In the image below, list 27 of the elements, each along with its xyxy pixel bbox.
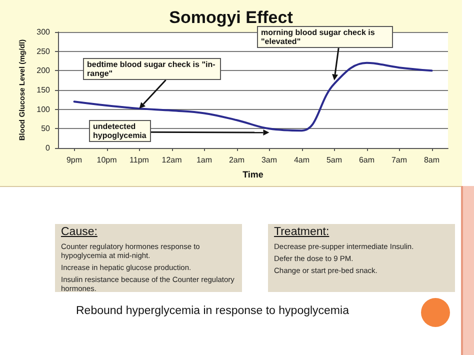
y-tick-label: 200	[36, 66, 51, 76]
y-tick-label: 250	[36, 46, 51, 56]
y-tick-label: 300	[36, 28, 51, 36]
x-tick-label: 7am	[391, 156, 408, 164]
x-tick-label: 9pm	[66, 156, 82, 164]
note-box: morning blood sugar check is "elevated"	[257, 26, 393, 48]
x-tick-label: 12am	[162, 156, 182, 164]
text: Cause:	[61, 226, 98, 238]
text: Treatment:	[274, 226, 330, 238]
x-axis-title: Time	[242, 170, 264, 180]
x-tick-label: 10pm	[96, 156, 118, 164]
chart-title: Somogyi Effect	[169, 8, 294, 27]
y-tick-label: 0	[46, 144, 51, 152]
x-tick-label: 6am	[358, 156, 375, 164]
y-tick-label: 50	[41, 124, 51, 134]
x-tick-label: 2am	[228, 156, 245, 164]
x-tick-label: 3am	[261, 156, 278, 164]
y-tick-label: 150	[36, 86, 51, 94]
text: Rebound hyperglycemia in response to hypoglycemia	[76, 305, 349, 317]
x-tick-label: 5am	[326, 156, 342, 164]
note-box: bedtime blood sugar check is "in-range"	[83, 58, 221, 80]
y-tick-label: 100	[36, 104, 51, 114]
note-box: undetected hypoglycemia	[89, 120, 151, 142]
x-tick-label: 8am	[424, 156, 440, 164]
x-tick-label: 11pm	[130, 156, 150, 164]
x-tick-label: 4am	[294, 156, 310, 164]
x-tick-label: 1am	[196, 156, 212, 164]
